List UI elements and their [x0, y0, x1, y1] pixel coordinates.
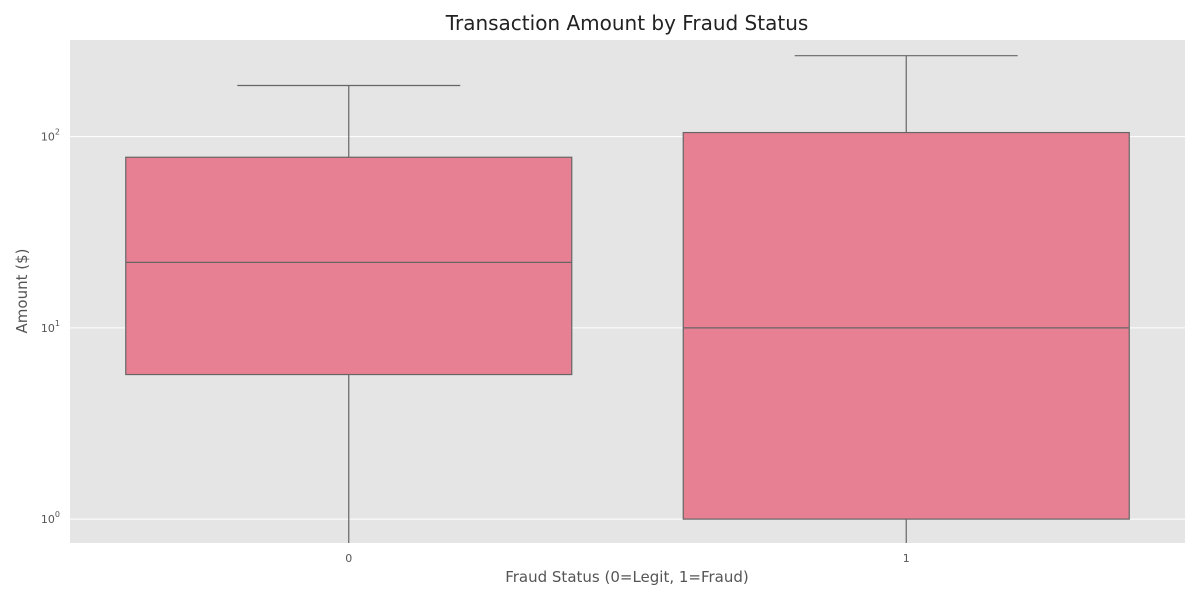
- y-tick-label: 100: [41, 510, 60, 526]
- x-tick-label: 1: [903, 552, 910, 565]
- box-iqr: [682, 131, 1130, 520]
- y-tick-label: 102: [41, 128, 60, 144]
- y-tick-label: 101: [41, 319, 60, 335]
- y-axis-label: Amount ($): [13, 249, 31, 334]
- x-axis-label: Fraud Status (0=Legit, 1=Fraud): [505, 568, 749, 586]
- box-plots: [125, 55, 1130, 543]
- box-iqr: [125, 156, 573, 376]
- box-0: [125, 84, 573, 543]
- x-tick-label: 0: [345, 552, 352, 565]
- box-1: [682, 55, 1130, 543]
- y-axis-ticks: 100 101 102: [41, 128, 60, 526]
- chart-title: Transaction Amount by Fraud Status: [445, 11, 809, 35]
